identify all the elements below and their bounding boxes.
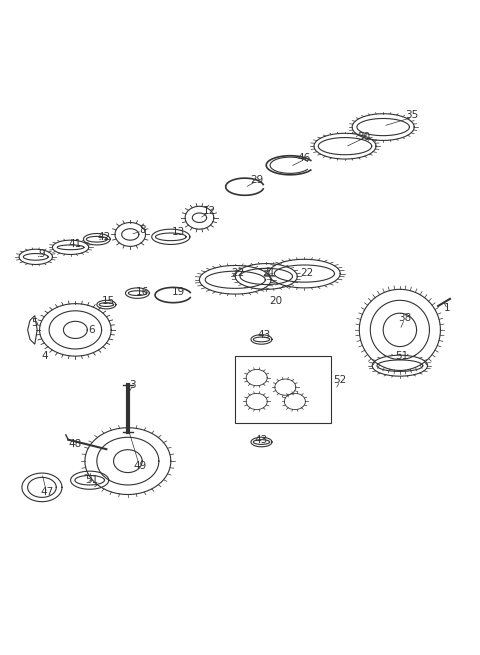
Text: 20: 20	[269, 296, 282, 307]
Bar	[235, 356, 331, 423]
Text: 51: 51	[396, 351, 409, 361]
Text: 19: 19	[171, 287, 185, 297]
Text: 5: 5	[32, 318, 38, 328]
Text: 43: 43	[257, 329, 271, 340]
Text: 41: 41	[69, 239, 82, 249]
Text: 35: 35	[405, 110, 419, 120]
Text: 49: 49	[133, 461, 146, 471]
Text: 30: 30	[358, 132, 371, 141]
Text: 15: 15	[102, 296, 115, 307]
Text: 46: 46	[298, 153, 311, 163]
Text: 4: 4	[41, 351, 48, 361]
Text: 43: 43	[255, 435, 268, 445]
Text: 1: 1	[444, 303, 451, 313]
Text: 21: 21	[262, 268, 275, 278]
Text: 42: 42	[97, 232, 110, 242]
Text: 16: 16	[135, 287, 149, 297]
Text: 8: 8	[139, 225, 145, 234]
Text: 38: 38	[398, 313, 411, 323]
Text: 9: 9	[39, 248, 45, 259]
Text: 22: 22	[300, 268, 313, 278]
Text: 3: 3	[129, 380, 136, 390]
Text: 52: 52	[334, 375, 347, 385]
Text: 29: 29	[250, 175, 264, 185]
Text: 22: 22	[231, 268, 244, 278]
Text: 12: 12	[203, 206, 216, 215]
Text: 51: 51	[85, 476, 99, 485]
Text: 6: 6	[89, 325, 96, 335]
Text: 13: 13	[171, 227, 185, 237]
Text: 47: 47	[40, 487, 53, 497]
Text: 48: 48	[69, 440, 82, 449]
